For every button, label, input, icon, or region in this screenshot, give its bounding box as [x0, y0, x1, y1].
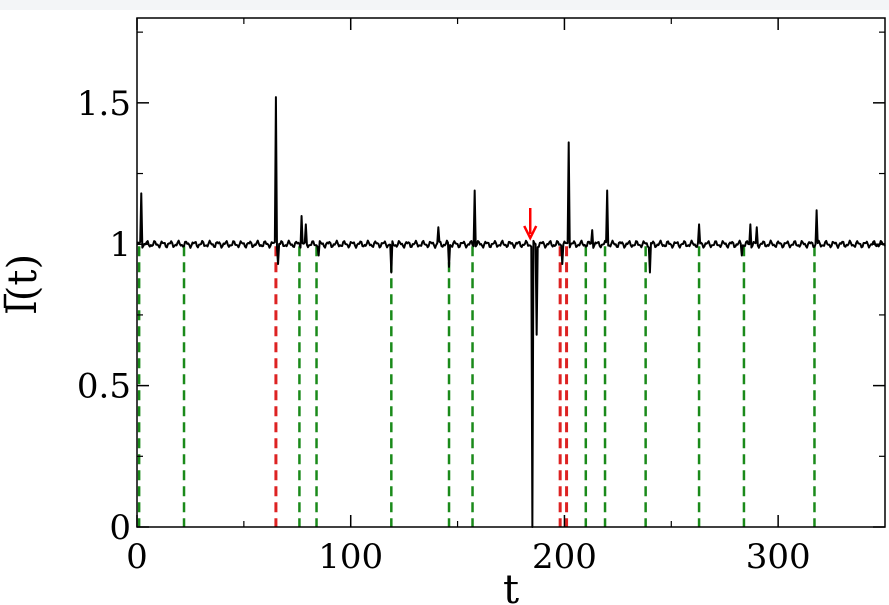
y-tick-label: 0 — [109, 508, 131, 548]
x-tick-label: 200 — [532, 537, 597, 577]
x-axis-title: t — [503, 567, 519, 605]
plot-frame — [136, 17, 886, 528]
y-axis-title-group: l(t) — [0, 254, 46, 314]
vertical-markers — [137, 246, 816, 527]
y-tick-label: 1 — [109, 225, 131, 265]
y-tick-label: 0.5 — [77, 367, 131, 407]
series-line — [136, 96, 886, 528]
x-tick-label: 100 — [318, 537, 383, 577]
series-line-group — [136, 96, 886, 528]
arrow-head — [523, 225, 538, 241]
y-axis-title: l(t) — [0, 254, 46, 314]
annotation-arrow — [523, 208, 538, 241]
x-tick-label: 0 — [126, 537, 148, 577]
axis-ticks — [136, 18, 885, 528]
y-tick-label: 1.5 — [77, 84, 131, 124]
tick-labels: 0 100 200 300 0 0.5 1 1.5 — [77, 84, 811, 577]
top-band — [0, 0, 889, 10]
x-tick-label: 300 — [746, 537, 811, 577]
